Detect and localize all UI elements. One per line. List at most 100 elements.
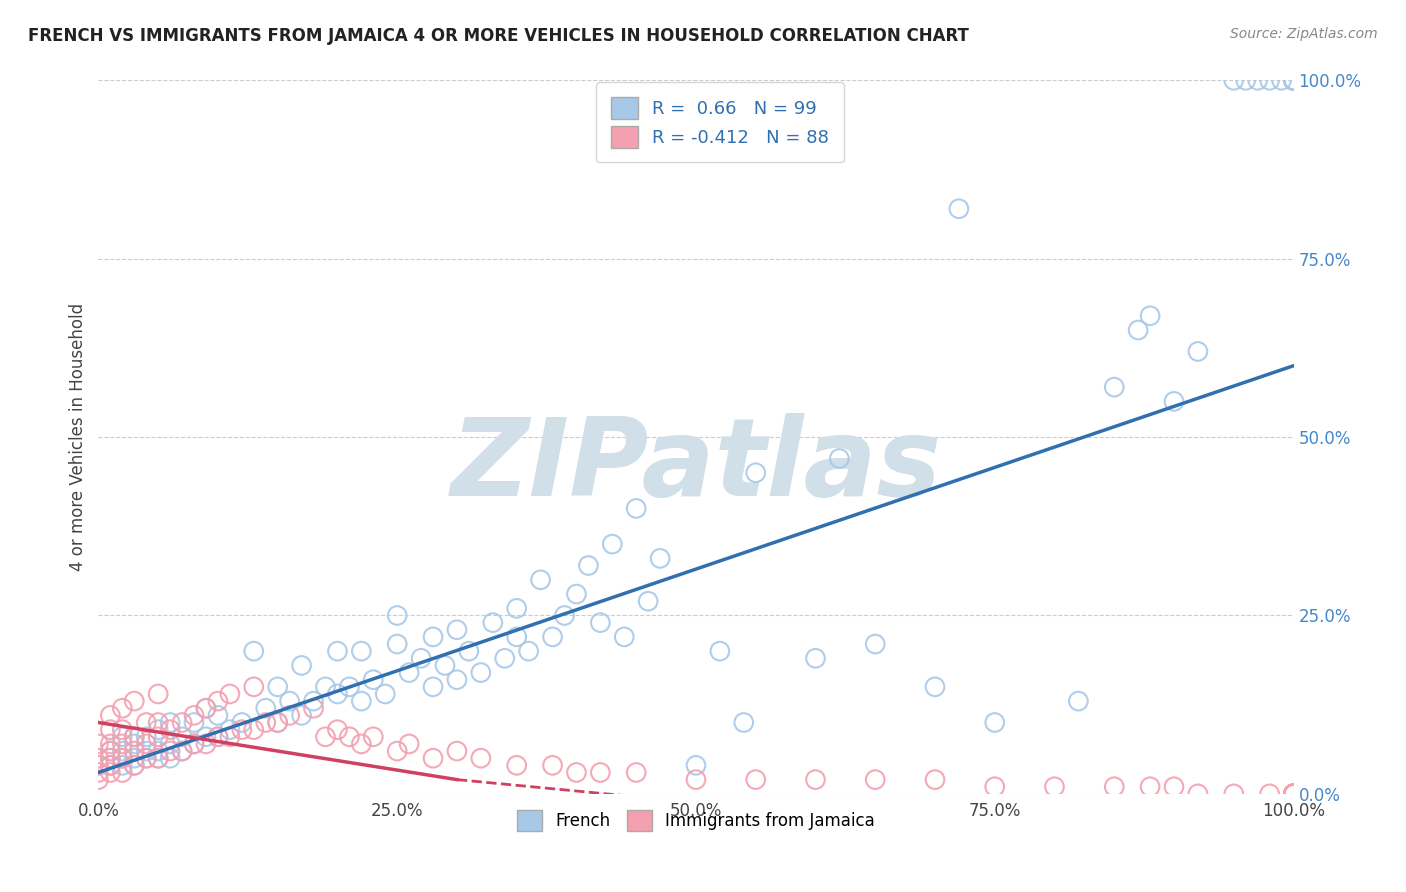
Point <box>243 723 266 737</box>
Point <box>363 673 385 687</box>
Text: Source: ZipAtlas.com: Source: ZipAtlas.com <box>1230 27 1378 41</box>
Point <box>135 737 157 751</box>
Point <box>195 701 218 715</box>
Text: FRENCH VS IMMIGRANTS FROM JAMAICA 4 OR MORE VEHICLES IN HOUSEHOLD CORRELATION CH: FRENCH VS IMMIGRANTS FROM JAMAICA 4 OR M… <box>28 27 969 45</box>
Point <box>398 665 420 680</box>
Point <box>87 758 110 772</box>
Point <box>626 501 648 516</box>
Point <box>1187 787 1209 801</box>
Point <box>111 723 134 737</box>
Point <box>446 673 468 687</box>
Point <box>339 730 361 744</box>
Point <box>98 758 122 772</box>
Point <box>1282 787 1305 801</box>
Point <box>470 665 492 680</box>
Point <box>1163 780 1185 794</box>
Point <box>98 708 122 723</box>
Point <box>948 202 970 216</box>
Point <box>148 751 170 765</box>
Point <box>434 658 457 673</box>
Point <box>172 715 194 730</box>
Point <box>506 758 529 772</box>
Point <box>124 694 146 708</box>
Point <box>124 751 146 765</box>
Point <box>98 758 122 772</box>
Point <box>613 630 636 644</box>
Point <box>1163 394 1185 409</box>
Point <box>339 680 361 694</box>
Point <box>172 730 194 744</box>
Point <box>541 758 564 772</box>
Point <box>626 765 648 780</box>
Point <box>578 558 600 573</box>
Point <box>159 744 181 758</box>
Point <box>172 744 194 758</box>
Point <box>1282 787 1305 801</box>
Point <box>350 694 373 708</box>
Point <box>159 737 181 751</box>
Point <box>219 687 242 701</box>
Point <box>458 644 481 658</box>
Point <box>254 701 277 715</box>
Point <box>87 751 110 765</box>
Point <box>135 751 157 765</box>
Point <box>554 608 576 623</box>
Point <box>135 715 157 730</box>
Point <box>733 715 755 730</box>
Point <box>1282 787 1305 801</box>
Point <box>111 701 134 715</box>
Point <box>470 751 492 765</box>
Legend: French, Immigrants from Jamaica: French, Immigrants from Jamaica <box>509 802 883 839</box>
Text: ZIPatlas: ZIPatlas <box>450 413 942 518</box>
Point <box>291 658 314 673</box>
Point <box>924 772 946 787</box>
Point <box>219 723 242 737</box>
Point <box>207 708 229 723</box>
Point <box>98 723 122 737</box>
Point <box>828 451 851 466</box>
Point <box>195 730 218 744</box>
Point <box>1282 73 1305 87</box>
Point <box>589 765 612 780</box>
Point <box>1282 73 1305 87</box>
Point <box>363 730 385 744</box>
Point <box>267 715 290 730</box>
Point <box>148 751 170 765</box>
Point <box>111 758 134 772</box>
Point <box>219 730 242 744</box>
Point <box>87 772 110 787</box>
Point <box>530 573 553 587</box>
Point <box>1258 787 1281 801</box>
Point <box>124 758 146 772</box>
Point <box>385 744 409 758</box>
Point <box>87 765 110 780</box>
Point <box>422 680 444 694</box>
Point <box>602 537 624 551</box>
Point <box>1282 787 1305 801</box>
Point <box>183 737 205 751</box>
Point <box>183 708 205 723</box>
Point <box>1187 344 1209 359</box>
Point <box>111 751 134 765</box>
Point <box>745 466 768 480</box>
Point <box>1223 73 1246 87</box>
Point <box>1234 73 1257 87</box>
Point <box>1128 323 1150 337</box>
Point <box>135 751 157 765</box>
Point <box>1282 73 1305 87</box>
Point <box>159 751 181 765</box>
Point <box>350 737 373 751</box>
Point <box>278 708 301 723</box>
Point <box>111 737 134 751</box>
Point <box>685 772 707 787</box>
Point <box>254 715 277 730</box>
Point <box>1258 73 1281 87</box>
Point <box>385 637 409 651</box>
Point <box>411 651 433 665</box>
Point <box>1043 780 1066 794</box>
Point <box>984 715 1007 730</box>
Point <box>111 744 134 758</box>
Point <box>1282 787 1305 801</box>
Point <box>183 737 205 751</box>
Point <box>148 730 170 744</box>
